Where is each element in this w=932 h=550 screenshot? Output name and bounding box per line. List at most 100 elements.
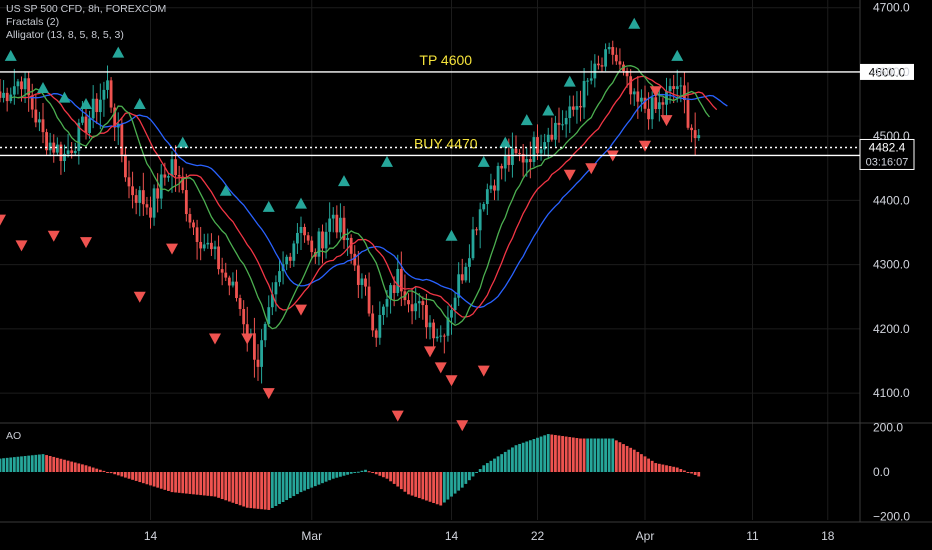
fractal-down-marker <box>166 243 178 255</box>
candle-body <box>521 154 525 163</box>
ao-bar <box>288 472 292 499</box>
ao-bar <box>697 472 701 477</box>
candle-body <box>356 265 360 285</box>
ao-bar <box>665 465 668 472</box>
ao-bar <box>106 472 109 473</box>
ao-indicator-label[interactable]: AO <box>6 430 22 442</box>
ao-bar <box>543 435 547 472</box>
ao-tick-label: 0.0 <box>873 465 890 479</box>
candle-body <box>231 281 235 286</box>
ao-bar <box>156 472 160 488</box>
ao-bar <box>554 435 557 472</box>
candle-body <box>536 137 539 154</box>
ao-bar <box>91 467 95 472</box>
candle-body <box>399 268 403 292</box>
ao-bar <box>661 464 665 472</box>
candle-body <box>697 135 701 139</box>
ao-bar <box>299 472 303 493</box>
ao-bar <box>675 467 679 472</box>
candle-body <box>88 118 91 134</box>
ao-bar <box>313 472 317 487</box>
candle-body <box>109 80 113 108</box>
candle-body <box>457 274 461 298</box>
ao-bar <box>568 437 572 472</box>
ao-bar <box>503 451 507 472</box>
ao-bar <box>432 472 435 504</box>
fractal-down-marker <box>585 163 598 175</box>
candle-body <box>661 102 665 105</box>
fractal-up-marker <box>58 91 71 103</box>
candle-body <box>579 106 582 108</box>
ao-bar <box>346 472 349 475</box>
candle-body <box>550 134 554 140</box>
ao-bar <box>195 472 199 495</box>
candle-body <box>227 277 231 286</box>
ao-bar <box>116 472 120 476</box>
price-tick-label: 4200.0 <box>873 322 910 336</box>
fractal-up-marker <box>37 81 49 93</box>
ao-bar <box>593 438 597 472</box>
fractals-indicator-label[interactable]: Fractals (2) <box>6 16 60 28</box>
ao-bar <box>654 463 658 472</box>
ao-bar <box>557 435 561 472</box>
ao-bar <box>421 472 425 500</box>
candle-body <box>102 89 106 100</box>
candle-body <box>564 118 568 125</box>
ao-bar <box>511 447 514 472</box>
candle-body <box>396 268 400 293</box>
candle-body <box>586 80 590 82</box>
ao-bar <box>442 472 446 503</box>
fractal-up-marker <box>499 136 512 148</box>
candle-body <box>439 335 443 337</box>
level-annotation: TP 4600 <box>419 52 472 68</box>
ao-bar <box>30 455 34 472</box>
candle-body <box>593 63 597 79</box>
time-tick-label: Mar <box>301 529 322 543</box>
candle-body <box>220 269 224 273</box>
ao-bar <box>629 447 633 472</box>
candle-body <box>460 274 464 281</box>
ao-bar <box>66 460 70 472</box>
ao-bar <box>238 472 242 506</box>
candle-body <box>321 231 324 249</box>
candle-body <box>346 237 349 241</box>
fractal-down-marker <box>241 333 254 345</box>
symbol-title[interactable]: US SP 500 CFD, 8h, FOREXCOM <box>6 3 167 15</box>
candle-body <box>568 106 572 119</box>
fractal-markers <box>0 17 684 432</box>
ao-bar <box>174 472 177 493</box>
candle-body <box>324 231 328 249</box>
candle-body <box>683 85 686 101</box>
ao-bar <box>597 438 600 472</box>
ao-bar <box>396 472 400 487</box>
ao-bar <box>23 456 27 472</box>
ao-bar <box>12 457 16 472</box>
ao-bar <box>192 472 195 495</box>
fractal-down-marker <box>295 304 307 316</box>
candle-body <box>414 303 418 312</box>
candle-body <box>511 148 514 165</box>
time-tick-label: 14 <box>144 529 158 543</box>
ao-bar <box>496 456 500 472</box>
ao-bar <box>131 472 134 480</box>
ao-bar <box>532 439 536 472</box>
candle-body <box>335 214 339 233</box>
ao-bar <box>446 472 450 500</box>
bar-countdown: 03:16:07 <box>866 156 909 168</box>
fractal-down-marker <box>0 214 6 226</box>
ao-bar <box>607 438 611 472</box>
candle-body <box>235 281 238 299</box>
ao-bar <box>500 454 504 472</box>
ao-bar <box>640 454 643 472</box>
candle-body <box>292 243 296 261</box>
fractal-down-marker <box>660 115 673 127</box>
ao-bar <box>73 462 77 472</box>
candle-body <box>543 142 547 150</box>
fractal-up-marker <box>4 49 17 61</box>
candle-body <box>478 209 482 231</box>
candle-body <box>614 54 618 62</box>
candle-body <box>45 132 48 151</box>
candle-body <box>134 195 138 203</box>
alligator-indicator-label[interactable]: Alligator (13, 8, 5, 8, 5, 3) <box>6 29 124 41</box>
